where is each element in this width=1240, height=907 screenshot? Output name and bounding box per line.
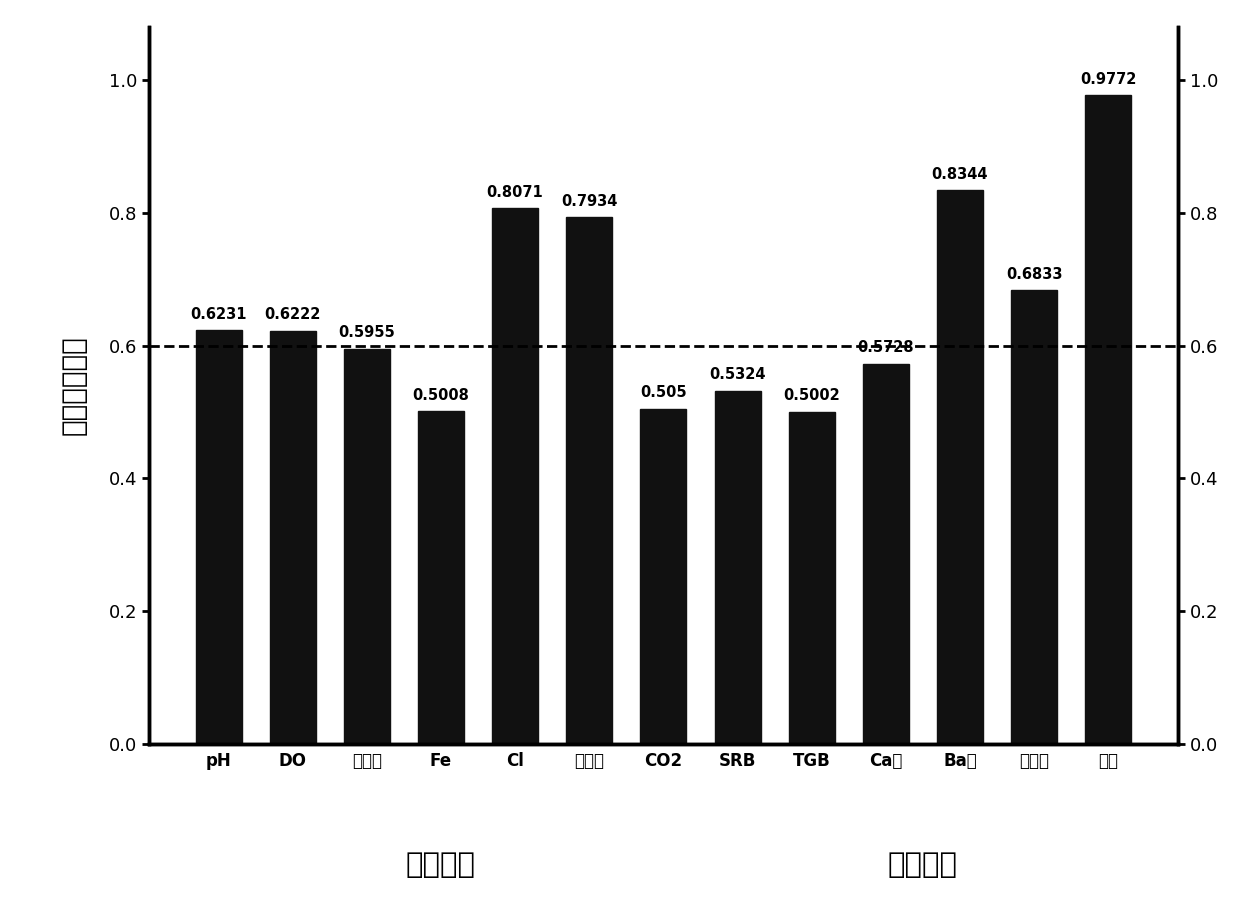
Text: 生产因素: 生产因素 (888, 852, 957, 879)
Y-axis label: 相对灰关联度: 相对灰关联度 (60, 336, 88, 435)
Text: 0.5008: 0.5008 (413, 388, 470, 403)
Text: 0.5728: 0.5728 (858, 340, 914, 355)
Bar (418, 412, 464, 744)
Bar (196, 330, 242, 744)
Bar (270, 331, 316, 744)
Bar (789, 412, 835, 744)
Text: 0.6833: 0.6833 (1006, 267, 1063, 282)
Bar (937, 190, 983, 744)
Text: 0.8344: 0.8344 (931, 167, 988, 181)
Text: 0.9772: 0.9772 (1080, 72, 1136, 87)
Text: 0.5324: 0.5324 (709, 367, 766, 382)
Bar (1085, 95, 1131, 744)
Text: 0.6231: 0.6231 (190, 307, 247, 322)
Bar (863, 364, 909, 744)
Text: 0.7934: 0.7934 (560, 194, 618, 209)
Bar (1011, 290, 1056, 744)
Bar (640, 409, 687, 744)
Text: 0.505: 0.505 (640, 385, 687, 400)
Text: 0.5002: 0.5002 (784, 388, 839, 404)
Text: 0.6222: 0.6222 (264, 307, 321, 322)
Text: 环境因素: 环境因素 (405, 852, 476, 879)
Bar (343, 348, 389, 744)
Bar (492, 209, 538, 744)
Bar (567, 218, 613, 744)
Text: 0.8071: 0.8071 (487, 185, 543, 200)
Bar (714, 391, 760, 744)
Text: 0.5955: 0.5955 (339, 325, 396, 340)
